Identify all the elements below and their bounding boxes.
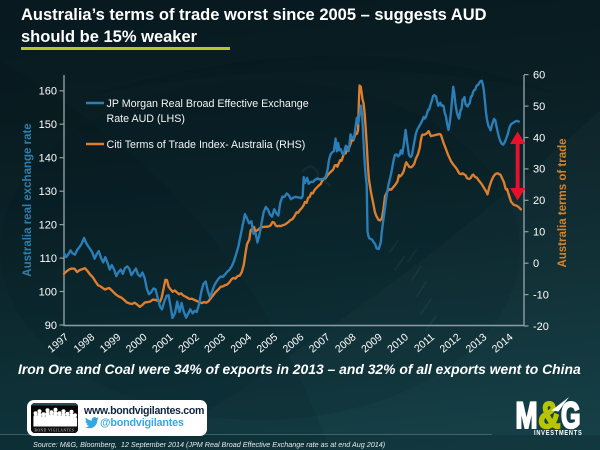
svg-text:JP Morgan Real Broad Effective: JP Morgan Real Broad Effective Exchange xyxy=(107,98,309,110)
svg-text:2004: 2004 xyxy=(228,331,254,355)
svg-text:120: 120 xyxy=(39,219,57,231)
svg-text:160: 160 xyxy=(39,86,57,98)
svg-text:20: 20 xyxy=(533,195,545,207)
svg-text:10: 10 xyxy=(533,227,545,239)
svg-text:Citi Terms of Trade Index- Aus: Citi Terms of Trade Index- Australia (RH… xyxy=(107,139,306,151)
svg-text:G: G xyxy=(561,395,581,436)
svg-text:0: 0 xyxy=(533,258,539,270)
svg-text:2012: 2012 xyxy=(438,331,464,355)
svg-text:2013: 2013 xyxy=(464,331,490,355)
svg-text:2008: 2008 xyxy=(333,331,359,355)
svg-text:1997: 1997 xyxy=(45,331,71,355)
svg-text:30: 30 xyxy=(533,164,545,176)
svg-text:M: M xyxy=(516,395,538,436)
svg-text:2009: 2009 xyxy=(359,331,385,355)
svg-text:2001: 2001 xyxy=(150,331,176,355)
svg-text:2000: 2000 xyxy=(124,331,150,355)
svg-text:50: 50 xyxy=(533,101,545,113)
svg-text:1999: 1999 xyxy=(98,331,124,355)
svg-text:-20: -20 xyxy=(533,321,549,333)
svg-text:BOND VIGILANTES: BOND VIGILANTES xyxy=(35,428,75,432)
svg-text:140: 140 xyxy=(39,153,57,165)
svg-text:60: 60 xyxy=(533,69,545,81)
svg-text:40: 40 xyxy=(533,132,545,144)
svg-text:Australia terms of trade: Australia terms of trade xyxy=(557,138,569,267)
svg-text:Rate AUD (LHS): Rate AUD (LHS) xyxy=(107,113,185,125)
svg-text:1998: 1998 xyxy=(72,331,98,355)
svg-text:Australia real exchange rate: Australia real exchange rate xyxy=(22,123,34,276)
svg-text:2007: 2007 xyxy=(307,331,333,355)
svg-text:2002: 2002 xyxy=(176,331,202,355)
svg-text:90: 90 xyxy=(45,320,57,332)
svg-text:2003: 2003 xyxy=(202,331,228,355)
svg-text:150: 150 xyxy=(39,119,57,131)
svg-text:2011: 2011 xyxy=(412,331,437,355)
svg-text:-10: -10 xyxy=(533,289,549,301)
svg-text:100: 100 xyxy=(39,286,57,298)
svg-text:130: 130 xyxy=(39,186,57,198)
svg-text:INVESTMENTS: INVESTMENTS xyxy=(534,428,583,437)
svg-text:2014: 2014 xyxy=(490,331,516,355)
svg-text:&: & xyxy=(538,395,560,436)
svg-text:110: 110 xyxy=(39,253,57,265)
svg-text:2006: 2006 xyxy=(281,331,307,355)
svg-text:2005: 2005 xyxy=(255,331,281,355)
svg-text:2010: 2010 xyxy=(385,331,411,355)
